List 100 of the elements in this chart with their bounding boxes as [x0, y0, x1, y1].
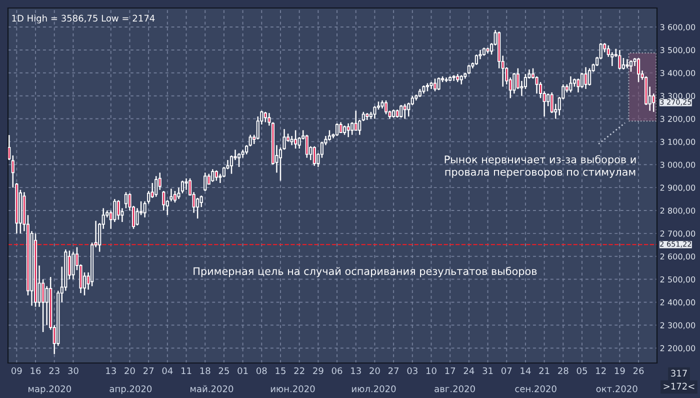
candlestick	[384, 100, 388, 115]
x-tick-label: 26	[633, 367, 644, 374]
x-tick-label: 27	[388, 367, 399, 374]
y-tick-label: 3 300,00	[660, 92, 696, 100]
candlestick	[467, 64, 470, 75]
y-tick-label: 2 500,00	[660, 276, 696, 284]
candlestick	[116, 200, 120, 220]
candlestick	[652, 92, 656, 113]
y-tick-label: 3 100,00	[660, 138, 696, 146]
x-tick-label: 22	[294, 367, 304, 374]
x-tick-label: 11	[182, 367, 192, 374]
candlestick	[196, 197, 200, 220]
x-tick-label: 16	[30, 367, 41, 374]
x-tick-label: 13	[106, 367, 116, 374]
candlestick	[328, 130, 332, 142]
y-tick-label: 2 900,00	[660, 184, 696, 192]
x-tick-label: 01	[238, 367, 248, 374]
x-tick-label: 28	[558, 367, 568, 374]
candlestick	[339, 122, 342, 134]
candlestick	[636, 57, 640, 83]
x-tick-label: 13	[351, 367, 361, 374]
candlestick	[305, 134, 308, 158]
x-tick-label: 17	[445, 367, 456, 374]
x-tick-label: 10	[426, 367, 436, 374]
x-tick-label: 30	[68, 367, 78, 374]
candlestick	[618, 49, 622, 70]
x-tick-label: 15	[276, 367, 286, 374]
candlestick	[346, 122, 350, 138]
text: окт.2020	[596, 385, 638, 392]
y-tick-label: 3 000,00	[660, 162, 696, 169]
candlestick	[312, 146, 316, 166]
x-tick-label: 27	[143, 367, 154, 374]
candlestick	[343, 125, 346, 136]
candlestick	[42, 278, 45, 333]
candlestick	[200, 194, 203, 208]
candlestick	[584, 66, 588, 90]
text: июн.2020	[270, 385, 315, 392]
text: 1D High = 3586,75 Low = 2174	[12, 14, 155, 24]
candlestick	[124, 192, 128, 209]
x-tick-label: 25	[218, 367, 229, 374]
candlestick	[373, 106, 376, 120]
candlestick	[214, 170, 218, 182]
x-tick-label: 19	[614, 367, 625, 374]
text: май.2020	[190, 385, 234, 392]
y-tick-label: 3 500,00	[660, 47, 696, 54]
candlestick	[8, 134, 11, 161]
candlestick	[512, 72, 516, 94]
candlestick	[72, 251, 75, 280]
y-tick-label: 3 200,00	[660, 116, 696, 123]
candlestick	[437, 76, 440, 91]
candlestick	[400, 104, 403, 118]
text: 317	[671, 370, 687, 377]
candlestick	[204, 172, 207, 192]
text: сен.2020	[515, 385, 556, 392]
candlestick	[294, 130, 298, 150]
candlestick	[211, 168, 214, 182]
x-tick-label: 31	[482, 367, 493, 374]
y-tick-label: 2 300,00	[660, 322, 696, 330]
y-tick-label: 3 600,00	[660, 24, 696, 32]
text: >172<	[664, 382, 694, 390]
candlestick	[264, 111, 267, 123]
x-tick-label: 03	[407, 367, 418, 374]
text: мар.2020	[28, 385, 72, 394]
candlestick	[162, 190, 166, 212]
y-tick-label: 2 400,00	[660, 299, 696, 306]
candlestick	[433, 78, 437, 92]
candlestick	[622, 57, 625, 70]
candlestick	[154, 175, 158, 198]
x-tick-label: 18	[200, 367, 210, 374]
candlestick	[403, 103, 406, 120]
x-tick-label: 21	[539, 367, 550, 374]
candlestick	[350, 122, 354, 136]
x-tick-label: 14	[520, 367, 531, 374]
y-tick-label: 2 600,00	[660, 253, 696, 260]
x-tick-label: 06	[332, 367, 342, 374]
x-tick-label: 04	[162, 367, 173, 374]
candlestick	[45, 286, 48, 326]
x-tick-label: 20	[370, 367, 380, 374]
y-tick-label: 2 800,00	[660, 208, 696, 214]
annotation: Рынок нервничает из-за выборов и провала переговоров по стимулам	[444, 155, 636, 178]
candlestick	[588, 68, 592, 86]
candlestick	[569, 76, 572, 94]
candlestick	[173, 190, 176, 204]
x-tick-label: 29	[313, 367, 324, 374]
candlestick	[290, 135, 294, 146]
y-tick-label: 2 700,00	[660, 230, 696, 238]
x-tick-label: 09	[12, 367, 22, 374]
x-tick-label: 20	[124, 367, 135, 374]
x-tick-label: 07	[501, 367, 512, 374]
text: июл.2020	[352, 385, 396, 392]
candlestick	[354, 110, 358, 131]
candlestick	[629, 60, 633, 72]
x-tick-label: 12	[596, 367, 606, 374]
text: авг.2020	[434, 385, 475, 392]
x-tick-label: 08	[256, 367, 267, 374]
candlestick	[474, 54, 478, 66]
candlestick	[460, 74, 463, 85]
x-tick-label: 05	[576, 367, 587, 374]
candlestick	[335, 122, 339, 137]
y-tick-label: 2 200,00	[660, 345, 696, 352]
